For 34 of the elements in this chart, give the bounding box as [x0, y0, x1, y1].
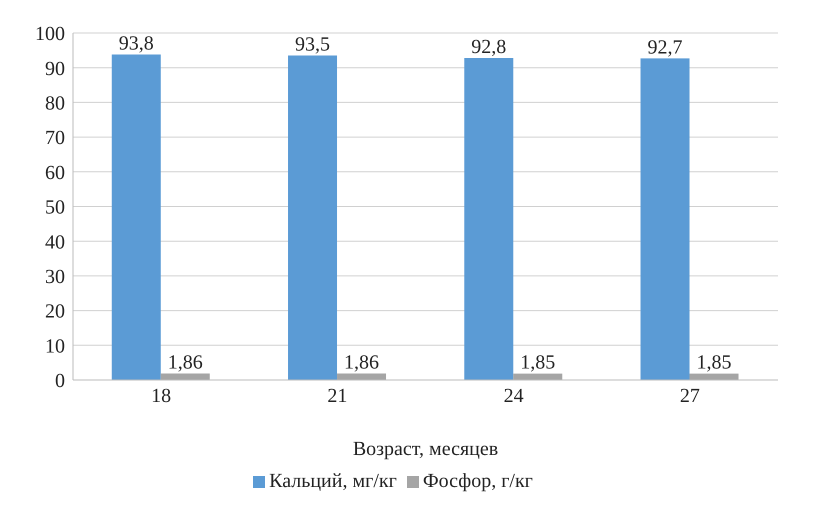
- x-tick-label: 21: [327, 385, 348, 408]
- x-tick-label: 27: [680, 385, 700, 408]
- legend-label: Фосфор, г/кг: [422, 470, 533, 492]
- data-label: 1,86: [344, 352, 380, 374]
- x-axis-title: Возраст, месяцев: [352, 438, 498, 460]
- data-label: 1,85: [520, 352, 556, 374]
- y-tick-label: 90: [45, 58, 65, 80]
- y-tick-label: 40: [45, 231, 65, 254]
- bar: [160, 374, 210, 380]
- x-tick-label: 24: [504, 385, 524, 408]
- bar: [513, 374, 562, 380]
- data-label: 93,5: [295, 34, 330, 56]
- data-label: 93,8: [118, 32, 154, 55]
- y-tick-label: 10: [45, 335, 65, 358]
- bar: [464, 58, 514, 380]
- data-label: 1,85: [696, 352, 732, 374]
- bar: [690, 374, 739, 380]
- data-label: 92,7: [648, 36, 683, 58]
- x-tick-label: 18: [151, 385, 172, 408]
- y-tick-label: 30: [45, 266, 65, 288]
- bar: [640, 58, 690, 380]
- y-tick-label: 20: [45, 300, 65, 323]
- y-tick-label: 80: [45, 92, 65, 114]
- y-tick-label: 50: [45, 196, 65, 219]
- legend-label: Кальций, мг/кг: [269, 470, 397, 492]
- y-tick-label: 70: [45, 127, 65, 150]
- bar: [288, 56, 338, 380]
- data-label: 92,8: [471, 36, 506, 58]
- y-tick-label: 100: [35, 23, 65, 46]
- y-tick-label: 60: [45, 162, 65, 184]
- bar: [337, 374, 386, 380]
- y-tick-label: 0: [55, 370, 65, 392]
- bar: [112, 54, 161, 380]
- data-label: 1,86: [168, 352, 203, 374]
